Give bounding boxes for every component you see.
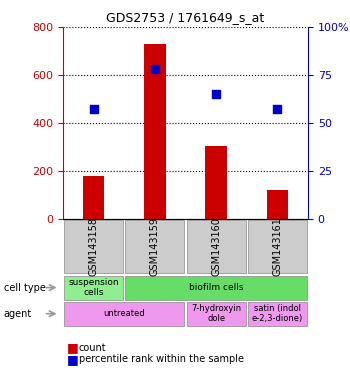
- Text: ■: ■: [66, 341, 78, 354]
- Title: GDS2753 / 1761649_s_at: GDS2753 / 1761649_s_at: [106, 11, 265, 24]
- Text: satin (indol
e-2,3-dione): satin (indol e-2,3-dione): [252, 304, 303, 323]
- Text: GSM143158: GSM143158: [89, 217, 99, 276]
- Text: agent: agent: [4, 309, 32, 319]
- Text: GSM143160: GSM143160: [211, 217, 221, 276]
- Bar: [205, 146, 227, 219]
- Text: count: count: [79, 343, 106, 353]
- Text: untreated: untreated: [104, 309, 145, 318]
- Text: GSM143159: GSM143159: [150, 217, 160, 276]
- Text: GSM143161: GSM143161: [272, 217, 282, 276]
- Point: [274, 106, 280, 113]
- Text: percentile rank within the sample: percentile rank within the sample: [79, 354, 244, 364]
- Bar: [83, 176, 104, 219]
- Bar: [144, 44, 166, 219]
- Point: [213, 91, 219, 97]
- Text: suspension
cells: suspension cells: [68, 278, 119, 297]
- Bar: [267, 190, 288, 219]
- Text: biofilm cells: biofilm cells: [189, 283, 243, 292]
- Point: [91, 106, 97, 113]
- Text: 7-hydroxyin
dole: 7-hydroxyin dole: [191, 304, 241, 323]
- Text: ■: ■: [66, 353, 78, 366]
- Point: [152, 66, 158, 72]
- Text: cell type: cell type: [4, 283, 46, 293]
